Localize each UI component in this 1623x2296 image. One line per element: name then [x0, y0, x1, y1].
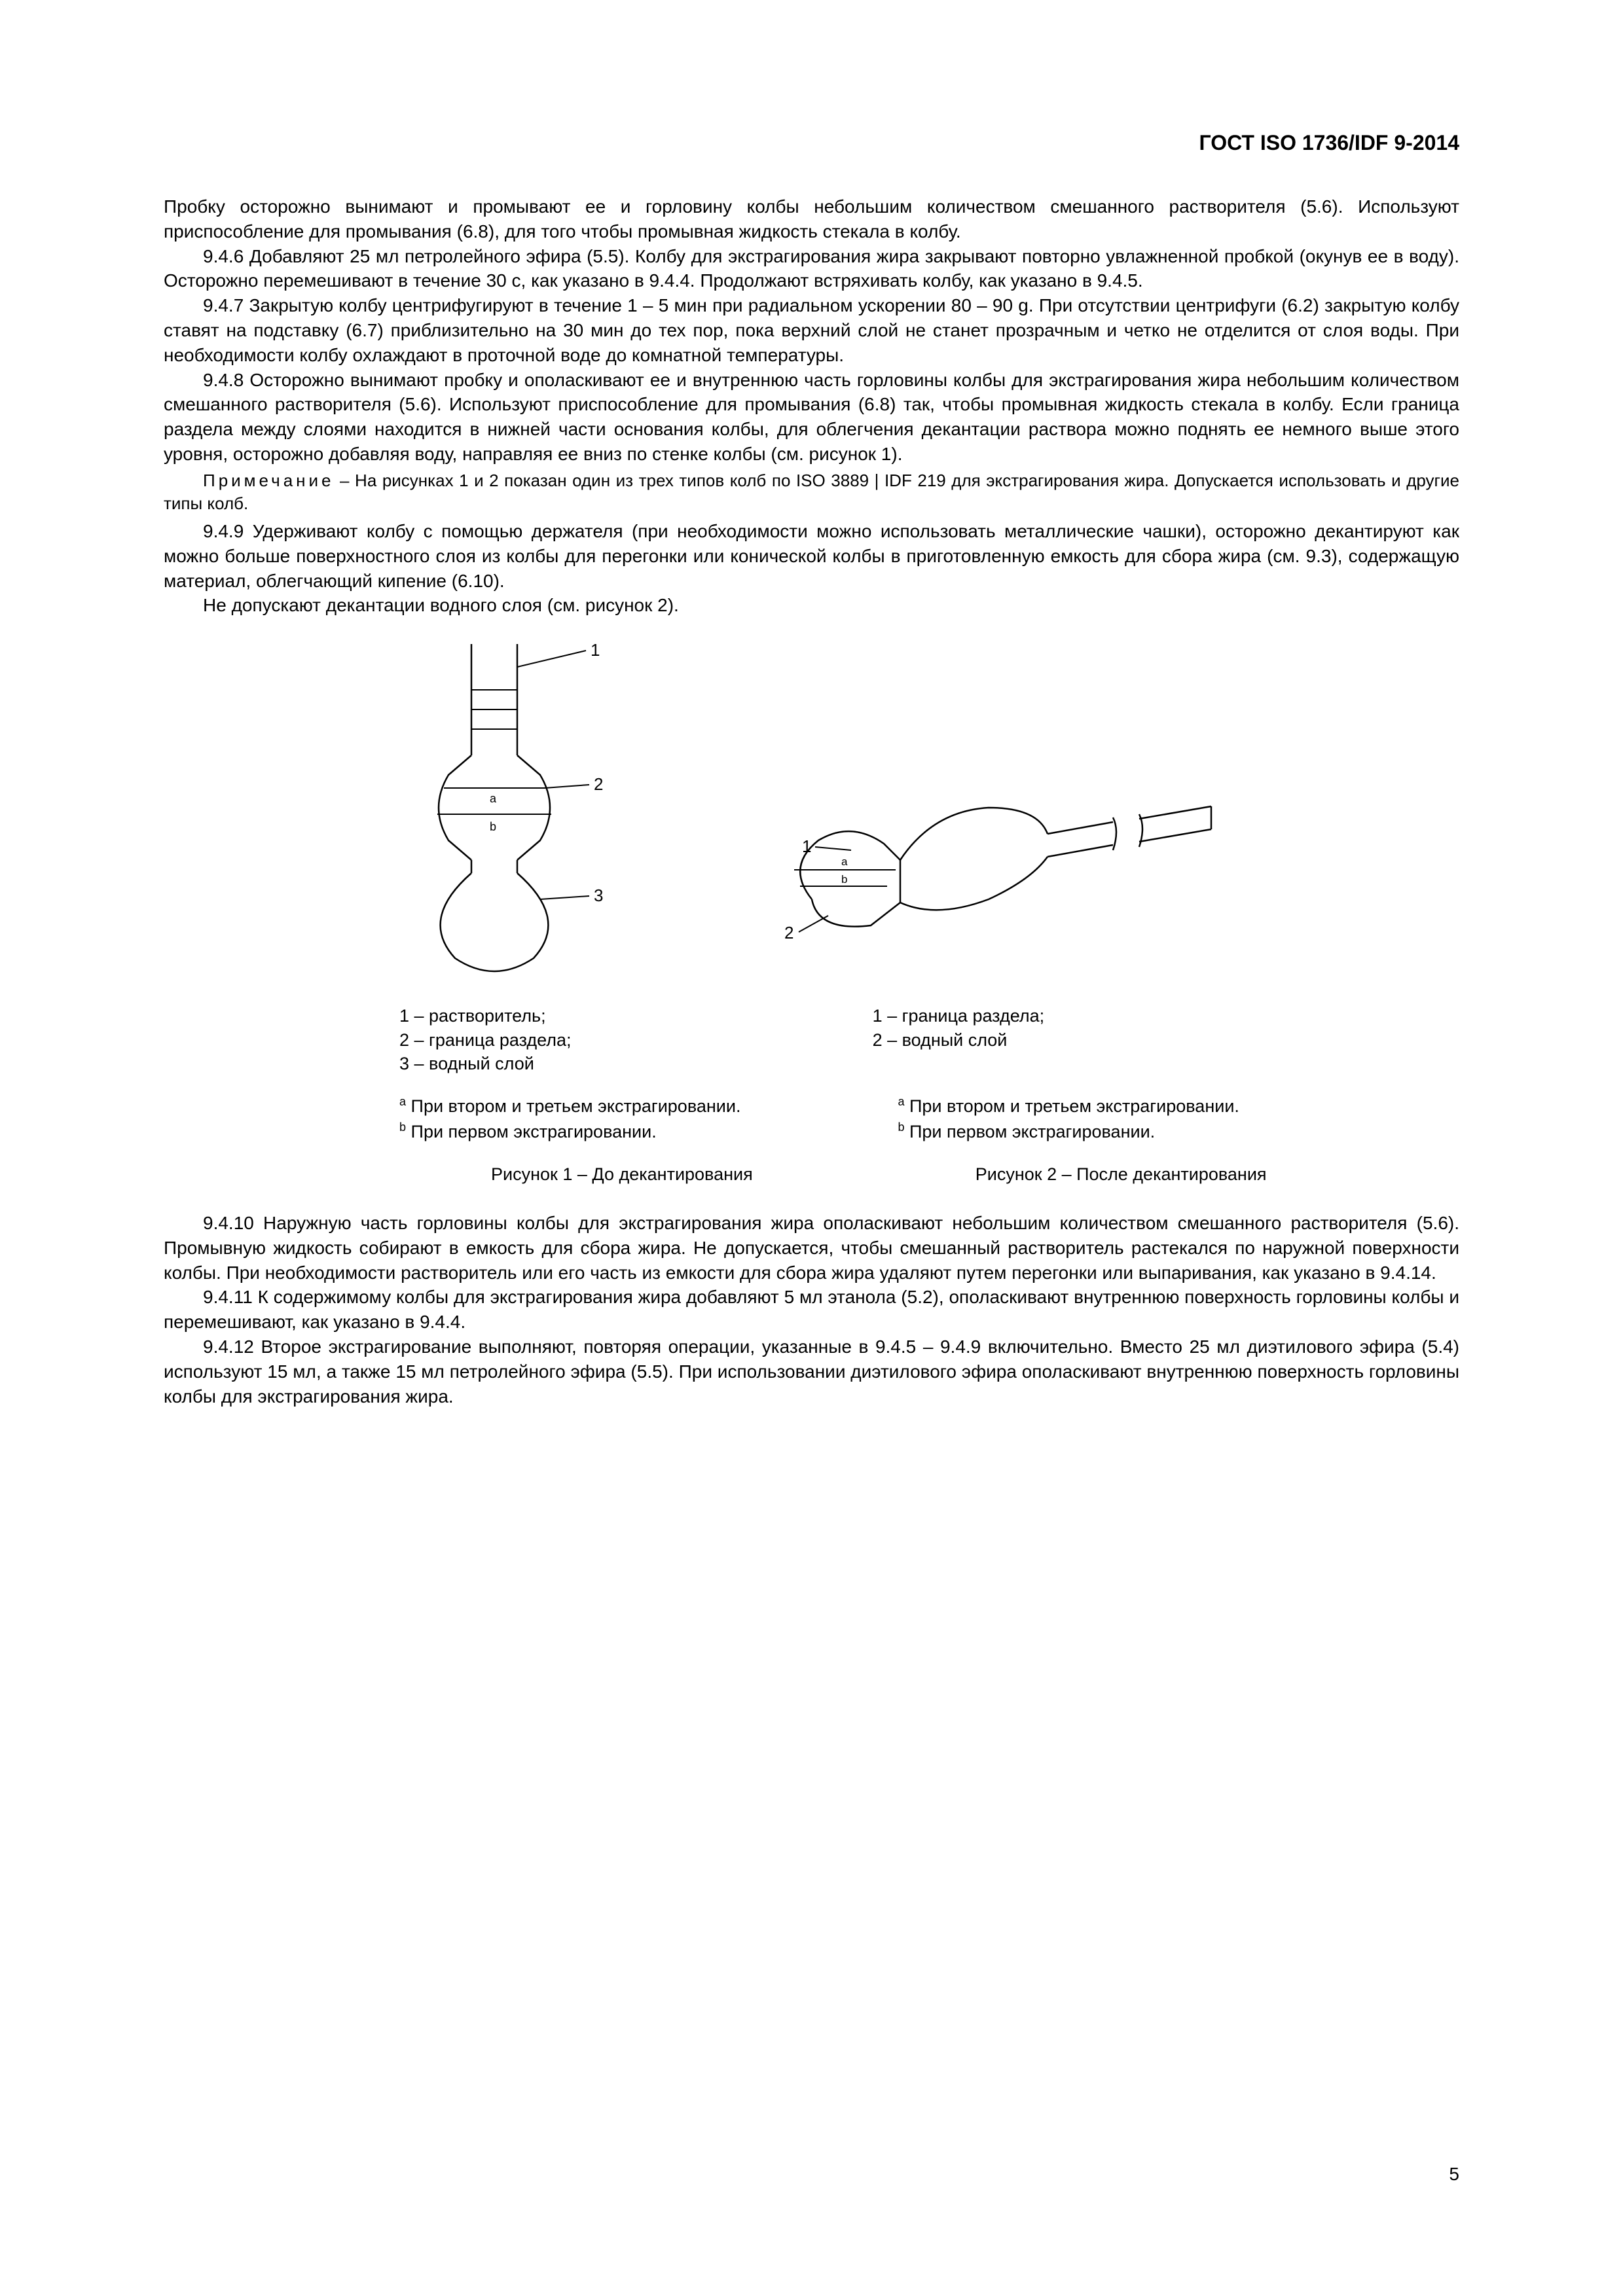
label-b: b: [490, 820, 496, 833]
label-a-f2: a: [841, 855, 848, 868]
paragraph-946: 9.4.6 Добавляют 25 мл петролейного эфира…: [164, 244, 1459, 294]
callout-2-f2: 2: [784, 923, 793, 942]
label-a: a: [490, 792, 497, 805]
label-b-f2: b: [841, 873, 847, 886]
sup-a: a: [399, 1095, 406, 1108]
note-1: Примечание – На рисунках 1 и 2 показан о…: [164, 469, 1459, 515]
figure-notes-row: a При втором и третьем экстрагировании. …: [164, 1094, 1459, 1145]
legend1-item2: 2 – граница раздела;: [399, 1028, 572, 1052]
paragraph-nodecant: Не допускают декантации водного слоя (см…: [164, 593, 1459, 618]
note-text: – На рисунках 1 и 2 показан один из трех…: [164, 471, 1459, 513]
legend-fig2: 1 – граница раздела; 2 – водный слой: [873, 1004, 1045, 1075]
fig2-note-b-text: При первом экстрагировании.: [909, 1122, 1155, 1141]
fig2-note-b: b При первом экстрагировании.: [898, 1119, 1239, 1145]
figure-2: a b 1 2: [773, 749, 1231, 978]
callout-3: 3: [594, 886, 603, 905]
paragraph-intro: Пробку осторожно вынимают и промывают ее…: [164, 194, 1459, 244]
legend1-item1: 1 – растворитель;: [399, 1004, 572, 1028]
legend2-item2: 2 – водный слой: [873, 1028, 1045, 1052]
sup-a2: a: [898, 1095, 904, 1108]
paragraph-9412: 9.4.12 Второе экстрагирование выполняют,…: [164, 1335, 1459, 1408]
callout-1-f2: 1: [802, 836, 811, 856]
legend1-item3: 3 – водный слой: [399, 1052, 572, 1075]
sup-b: b: [399, 1121, 406, 1134]
figures-row: a b 1 2 3: [164, 637, 1459, 978]
legend-fig1: 1 – растворитель; 2 – граница раздела; 3…: [399, 1004, 572, 1075]
captions-row: Рисунок 1 – До декантирования Рисунок 2 …: [164, 1164, 1459, 1185]
figure2-caption: Рисунок 2 – После декантирования: [976, 1164, 1267, 1185]
fig1-note-b: b При первом экстрагировании.: [399, 1119, 740, 1145]
paragraph-948: 9.4.8 Осторожно вынимают пробку и ополас…: [164, 368, 1459, 467]
fig2-note-a: a При втором и третьем экстрагировании.: [898, 1094, 1239, 1119]
paragraph-9410: 9.4.10 Наружную часть горловины колбы дл…: [164, 1211, 1459, 1285]
fig1-note-a: a При втором и третьем экстрагировании.: [399, 1094, 740, 1119]
flask-diagram-1-icon: a b 1 2 3: [393, 637, 629, 978]
paragraph-949: 9.4.9 Удерживают колбу с помощью держате…: [164, 519, 1459, 593]
paragraph-9411: 9.4.11 К содержимому колбы для экстрагир…: [164, 1285, 1459, 1335]
fig2-notes: a При втором и третьем экстрагировании. …: [898, 1094, 1239, 1145]
fig1-note-a-text: При втором и третьем экстрагировании.: [411, 1096, 741, 1116]
legend2-item1: 1 – граница раздела;: [873, 1004, 1045, 1028]
fig1-note-b-text: При первом экстрагировании.: [411, 1122, 657, 1141]
callout-2: 2: [594, 774, 603, 794]
legends-row: 1 – растворитель; 2 – граница раздела; 3…: [164, 1004, 1459, 1075]
paragraph-947: 9.4.7 Закрытую колбу центрифугируют в те…: [164, 293, 1459, 367]
callout-1: 1: [591, 640, 600, 660]
sup-b2: b: [898, 1121, 904, 1134]
fig1-notes: a При втором и третьем экстрагировании. …: [399, 1094, 740, 1145]
figure1-caption: Рисунок 1 – До декантирования: [491, 1164, 753, 1185]
note-label: Примечание: [203, 471, 335, 490]
document-header: ГОСТ ISO 1736/IDF 9-2014: [164, 131, 1459, 155]
flask-diagram-2-icon: a b 1 2: [773, 749, 1231, 978]
figure-1: a b 1 2 3: [393, 637, 629, 978]
fig2-note-a-text: При втором и третьем экстрагировании.: [909, 1096, 1239, 1116]
page-number: 5: [1449, 2164, 1459, 2185]
